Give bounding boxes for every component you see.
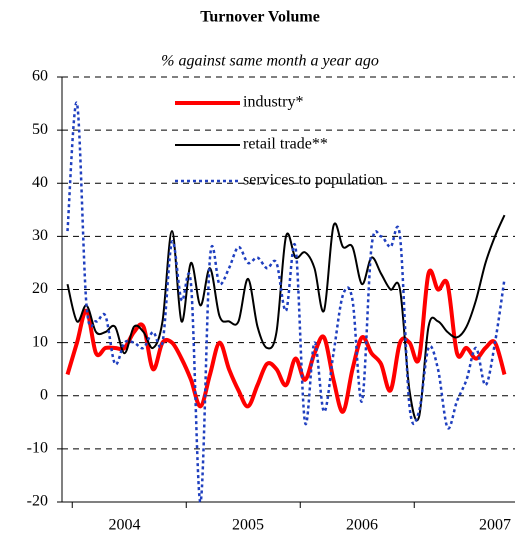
y-tick-label: 50	[32, 121, 48, 138]
y-tick-label: 20	[32, 280, 48, 297]
x-tick-label: 2005	[232, 517, 264, 533]
y-tick-label: 30	[32, 227, 48, 244]
y-tick-label: 0	[40, 386, 48, 403]
series-line	[65, 268, 507, 414]
chart-title: Turnover Volume	[200, 9, 320, 26]
legend-label: retail trade**	[243, 136, 328, 153]
y-tick-label: 60	[32, 68, 48, 85]
series-line	[66, 214, 506, 422]
y-tick-label: 40	[32, 174, 48, 191]
y-tick-label: -20	[27, 493, 48, 510]
x-tick-label: 2004	[109, 517, 141, 533]
x-tick-label: 2007	[479, 517, 511, 533]
legend-label: services to population	[243, 172, 383, 189]
series-line	[66, 101, 506, 504]
chart-subtitle: % against same month a year ago	[161, 53, 379, 70]
legend-label: industry*	[243, 94, 303, 111]
x-tick-label: 2006	[346, 517, 378, 533]
y-tick-label: -10	[27, 440, 48, 457]
y-tick-label: 10	[32, 333, 48, 350]
